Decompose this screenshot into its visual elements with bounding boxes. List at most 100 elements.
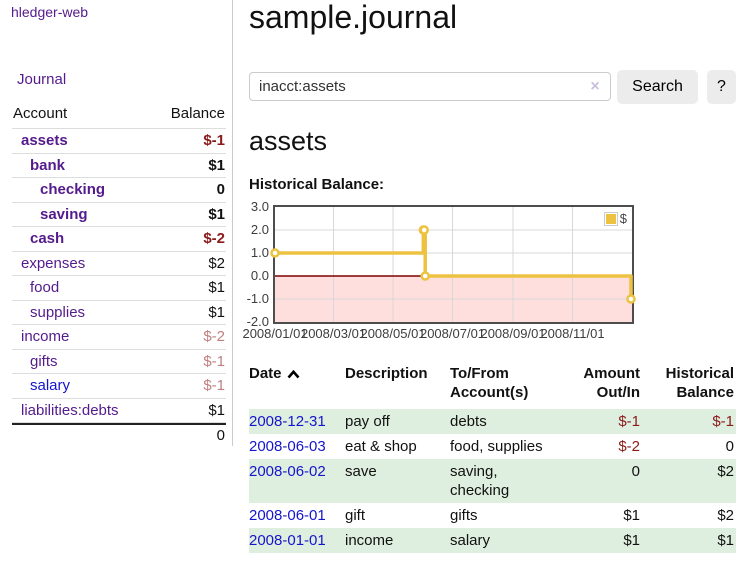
- transaction-row: 2008-06-03 eat & shop food, supplies $-2…: [249, 434, 736, 459]
- account-link-liabilities-debts[interactable]: liabilities:debts: [21, 401, 119, 419]
- transaction-description: gift: [345, 507, 366, 524]
- account-row: expenses $2: [12, 252, 226, 276]
- date-header-label: Date: [249, 365, 282, 382]
- account-row: saving $1: [12, 203, 226, 227]
- account-row: bank $1: [12, 154, 226, 178]
- chart-legend: $: [603, 211, 627, 226]
- search-bar: × Search ?: [249, 70, 736, 104]
- legend-swatch-icon: [603, 211, 618, 226]
- historical-balance-chart: 3.0 2.0 1.0 0.0 -1.0 -2.0 $ 2008/01/01 2008/03…: [242, 199, 645, 346]
- account-link-income[interactable]: income: [21, 328, 70, 346]
- account-row: supplies $1: [12, 301, 226, 325]
- account-row: checking 0: [12, 178, 226, 203]
- x-tick-label: 2008/05/01: [360, 326, 426, 341]
- transaction-date-link[interactable]: 2008-06-03: [249, 438, 326, 455]
- account-link-gifts[interactable]: gifts: [30, 352, 58, 370]
- chart-title: Historical Balance:: [249, 176, 385, 193]
- account-row: cash $-2: [12, 227, 226, 252]
- amount-column-header: Amount Out/In: [583, 365, 640, 401]
- app-brand-link[interactable]: hledger-web: [11, 4, 89, 20]
- x-tick-label: 2008/09/01: [480, 326, 546, 341]
- account-link-supplies[interactable]: supplies: [30, 303, 86, 321]
- account-balance: $-1: [203, 352, 225, 370]
- accounts-table-header: Account Balance: [12, 102, 226, 129]
- account-link-saving[interactable]: saving: [40, 205, 88, 223]
- transaction-description: save: [345, 463, 377, 480]
- page-title: sample.journal: [249, 0, 458, 35]
- accounts-total-row: 0: [12, 423, 226, 445]
- transaction-date-link[interactable]: 2008-06-01: [249, 507, 326, 524]
- y-tick-label: 2.0: [250, 222, 269, 237]
- transaction-balance: $-1: [712, 413, 734, 430]
- y-tick-label: 1.0: [250, 245, 269, 260]
- transaction-amount: $1: [623, 532, 640, 549]
- transaction-accounts: debts: [450, 413, 487, 430]
- account-row: salary $-1: [12, 374, 226, 399]
- account-link-cash[interactable]: cash: [30, 230, 65, 248]
- account-row: income $-2: [12, 325, 226, 350]
- transaction-balance: $2: [717, 463, 734, 480]
- accounts-total-value: 0: [216, 426, 225, 444]
- account-balance: $1: [208, 303, 225, 321]
- y-tick-label: -1.0: [246, 291, 269, 306]
- account-link-expenses[interactable]: expenses: [21, 254, 86, 272]
- transaction-date-link[interactable]: 2008-12-31: [249, 413, 326, 430]
- transaction-amount: $-1: [618, 413, 640, 430]
- account-balance: $1: [208, 401, 225, 419]
- transaction-balance: $1: [717, 532, 734, 549]
- x-tick-label: 2008/01/01: [242, 326, 308, 341]
- account-link-salary[interactable]: salary: [30, 377, 71, 395]
- account-balance: $-1: [203, 132, 225, 150]
- transaction-date-link[interactable]: 2008-06-02: [249, 463, 326, 480]
- transaction-row: 2008-06-01 gift gifts $1 $2: [249, 503, 736, 528]
- data-point-marker: [419, 225, 429, 235]
- transaction-accounts: saving, checking: [450, 463, 510, 499]
- chart-canvas: [270, 207, 636, 322]
- help-button[interactable]: ?: [707, 70, 736, 104]
- tofrom-column-header: To/From Account(s): [450, 365, 529, 401]
- account-link-checking[interactable]: checking: [40, 181, 106, 199]
- transaction-amount: 0: [631, 463, 640, 480]
- account-balance: $2: [208, 254, 225, 272]
- legend-label: $: [619, 211, 627, 226]
- search-input[interactable]: [249, 72, 611, 101]
- balance-column-header: Balance: [170, 105, 225, 122]
- transactions-header-row: Date Description To/From Account(s) Amoun…: [249, 362, 736, 409]
- account-balance: $-2: [203, 328, 225, 346]
- data-point-marker: [270, 248, 280, 258]
- account-balance: $1: [208, 279, 225, 297]
- account-balance: 0: [216, 181, 225, 199]
- account-link-food[interactable]: food: [30, 279, 60, 297]
- transaction-accounts: food, supplies: [450, 438, 543, 455]
- account-column-header: Account: [13, 105, 68, 122]
- transaction-description: eat & shop: [345, 438, 417, 455]
- account-row: assets $-1: [12, 129, 226, 154]
- sort-ascending-icon: [287, 369, 299, 379]
- transaction-date-link[interactable]: 2008-01-01: [249, 532, 326, 549]
- y-tick-label: -2.0: [246, 314, 269, 329]
- transaction-row: 2008-01-01 income salary $1 $1: [249, 528, 736, 553]
- transaction-description: pay off: [345, 413, 390, 430]
- account-row: gifts $-1: [12, 350, 226, 374]
- y-tick-label: 3.0: [250, 199, 269, 214]
- account-heading: assets: [249, 126, 328, 156]
- clear-search-icon[interactable]: ×: [590, 78, 600, 95]
- transaction-balance: $2: [717, 507, 734, 524]
- account-link-bank[interactable]: bank: [30, 156, 66, 174]
- sidebar-item-journal[interactable]: Journal: [17, 71, 67, 88]
- accounts-table: Account Balance assets $-1 bank $1 checkin…: [12, 102, 226, 445]
- account-link-assets[interactable]: assets: [21, 132, 68, 150]
- account-balance: $1: [208, 205, 225, 223]
- sidebar: hledger-web Journal Account Balance asse…: [0, 0, 233, 446]
- data-point-marker: [626, 294, 636, 304]
- transaction-amount: $-2: [618, 438, 640, 455]
- account-row: liabilities:debts $1: [12, 399, 226, 423]
- transaction-balance: 0: [725, 438, 734, 455]
- search-button[interactable]: Search: [617, 70, 698, 104]
- x-tick-label: 2008/11/01: [540, 326, 605, 341]
- description-column-header: Description: [345, 365, 428, 382]
- account-balance: $-2: [203, 230, 225, 248]
- transaction-accounts: salary: [450, 532, 491, 549]
- date-column-header[interactable]: Date: [249, 362, 345, 409]
- historical-balance-column-header: Historical Balance: [665, 365, 734, 401]
